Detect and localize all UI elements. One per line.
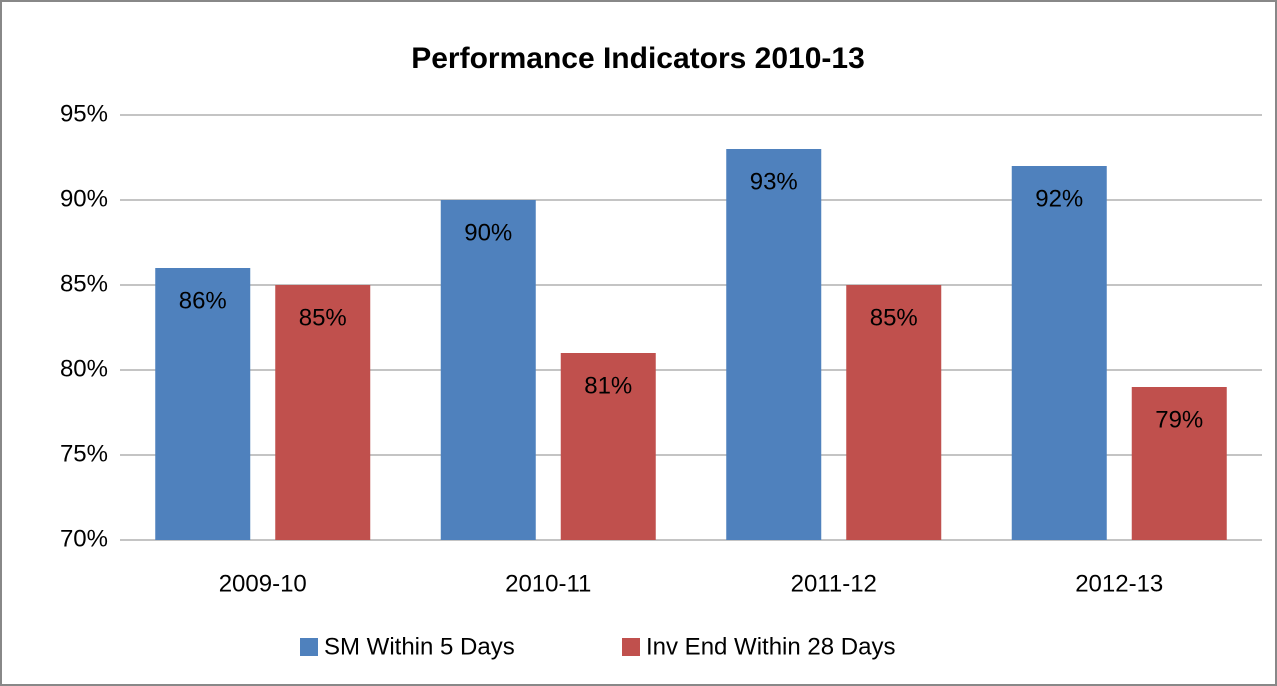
y-tick-label: 75% xyxy=(60,440,108,467)
data-label: 90% xyxy=(464,219,512,246)
bar xyxy=(1011,166,1107,540)
bar xyxy=(155,268,251,540)
y-tick-label: 85% xyxy=(60,270,108,297)
legend-swatch xyxy=(300,638,318,656)
x-tick-label: 2011-12 xyxy=(791,570,877,597)
y-tick-label: 90% xyxy=(60,185,108,212)
x-tick-label: 2012-13 xyxy=(1075,570,1163,597)
data-label: 85% xyxy=(299,304,347,331)
bar xyxy=(440,200,536,540)
data-label: 81% xyxy=(584,372,632,399)
bar xyxy=(1131,387,1227,540)
data-label: 93% xyxy=(750,168,798,195)
legend-label: Inv End Within 28 Days xyxy=(646,633,895,660)
data-label: 86% xyxy=(179,287,227,314)
data-label: 92% xyxy=(1035,185,1083,212)
data-label: 79% xyxy=(1155,406,1203,433)
chart-title: Performance Indicators 2010-13 xyxy=(411,42,865,75)
y-tick-label: 95% xyxy=(60,100,108,127)
x-tick-label: 2010-11 xyxy=(505,570,591,597)
legend-label: SM Within 5 Days xyxy=(324,633,515,660)
bar xyxy=(846,285,942,540)
x-tick-label: 2009-10 xyxy=(219,570,307,597)
y-tick-label: 80% xyxy=(60,355,108,382)
bar xyxy=(275,285,371,540)
bar xyxy=(560,353,656,540)
y-tick-label: 70% xyxy=(60,525,108,552)
legend-swatch xyxy=(622,638,640,656)
bar xyxy=(726,149,822,540)
data-label: 85% xyxy=(870,304,918,331)
